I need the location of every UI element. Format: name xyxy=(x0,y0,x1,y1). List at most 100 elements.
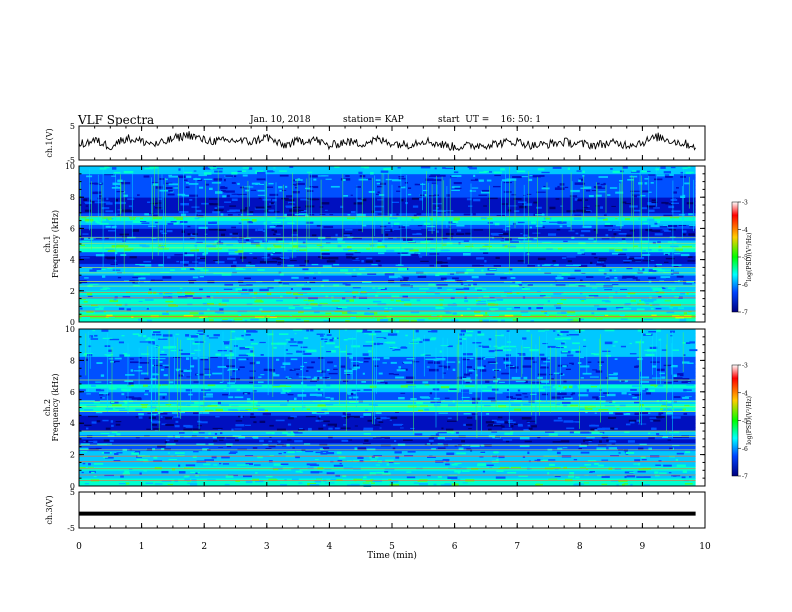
spectrogram-speckle xyxy=(274,279,281,282)
spectrogram-speckle xyxy=(238,222,242,224)
spectrogram-speckle xyxy=(632,396,638,399)
spectrogram-speckle xyxy=(533,201,538,204)
spectrogram-speckle xyxy=(99,392,109,395)
spectrogram-speckle xyxy=(166,439,170,442)
spectrogram-band xyxy=(79,474,696,479)
spectrogram-speckle xyxy=(138,397,141,399)
spectrogram-speckle xyxy=(603,214,607,216)
spectrogram-speckle xyxy=(562,341,566,343)
spectrogram-speckle xyxy=(210,356,218,358)
spectrogram-speckle xyxy=(248,167,253,170)
spectrogram-speckle xyxy=(374,205,384,208)
spectrogram-speckle xyxy=(351,345,360,348)
spectrogram-speckle xyxy=(408,251,415,254)
spectrogram-speckle xyxy=(671,264,682,266)
spectrogram-speckle xyxy=(523,203,533,206)
spectrogram-speckle xyxy=(217,311,224,314)
spectrogram-speckle xyxy=(620,288,628,290)
spectrogram-speckle xyxy=(631,260,642,262)
date-label: Jan. 10, 2018 xyxy=(250,115,311,125)
spectrogram-speckle xyxy=(317,471,323,473)
spectrogram-speckle xyxy=(496,420,500,422)
spectrogram-speckle xyxy=(546,314,549,316)
spectrogram-speckle xyxy=(253,421,257,424)
spectrogram-speckle xyxy=(145,338,155,341)
spectrogram-speckle xyxy=(601,238,610,240)
spectrogram-speckle xyxy=(237,288,248,291)
spectrogram-speckle xyxy=(290,288,293,290)
spectrogram-speckle xyxy=(448,467,457,469)
spectrogram-speckle xyxy=(506,178,517,181)
spectrogram-speckle xyxy=(282,362,291,365)
spectrogram-speckle xyxy=(595,194,602,197)
spectrogram-speckle xyxy=(279,256,290,258)
spectrogram-speckle xyxy=(604,224,613,227)
spectrogram-speckle xyxy=(347,312,357,314)
spectrogram-speckle xyxy=(486,413,490,415)
spectrogram-speckle xyxy=(552,441,561,443)
spectrogram-speckle xyxy=(628,393,632,396)
spectrogram-speckle xyxy=(655,307,662,310)
spectrogram-speckle xyxy=(637,462,641,466)
spectrogram-speckle xyxy=(284,214,287,217)
spectrogram-speckle xyxy=(621,380,625,382)
spectrogram-speckle xyxy=(377,185,383,188)
spectrogram-speckle xyxy=(296,318,301,320)
spectrogram-speckle xyxy=(686,292,689,295)
spectrogram-speckle xyxy=(683,233,686,236)
spectrogram-speckle xyxy=(108,230,116,232)
spectrogram-speckle xyxy=(517,352,526,355)
spectrogram-speckle xyxy=(80,307,83,310)
spectrogram-speckle xyxy=(204,374,212,376)
spectrogram-speckle xyxy=(306,190,314,192)
spectrogram-speckle xyxy=(208,443,214,446)
spectrogram-speckle xyxy=(431,448,436,450)
spectrogram-speckle xyxy=(166,310,169,313)
spectrogram-speckle xyxy=(493,376,496,378)
y-tick-label: 2 xyxy=(70,287,75,296)
spectrogram-speckle xyxy=(539,295,546,297)
spectrogram-speckle xyxy=(546,248,553,250)
spectrogram-speckle xyxy=(435,306,443,310)
spectrogram-speckle xyxy=(491,419,497,422)
spectrogram-speckle xyxy=(369,385,377,388)
spectrogram-speckle xyxy=(235,420,243,422)
spectrogram-speckle xyxy=(433,403,441,407)
spectrogram-speckle xyxy=(218,446,224,448)
spectrogram-speckle xyxy=(579,466,587,468)
spectrogram-speckle xyxy=(475,358,484,360)
spectrogram-speckle xyxy=(184,475,190,478)
spectrogram-speckle xyxy=(650,201,658,203)
spectrogram-speckle xyxy=(165,424,174,426)
spectrogram-speckle xyxy=(488,424,494,427)
spectrogram-speckle xyxy=(140,372,149,375)
spectrogram-speckle xyxy=(555,277,564,280)
spectrogram-speckle xyxy=(166,230,173,233)
spectrogram-speckle xyxy=(635,261,641,263)
spectrogram-speckle xyxy=(383,356,390,360)
spectrogram-speckle xyxy=(170,220,177,223)
station-label: station= KAP xyxy=(343,115,404,125)
spectrogram-speckle xyxy=(490,232,498,236)
spectrogram-speckle xyxy=(345,175,350,177)
spectrogram-speckle xyxy=(430,218,433,221)
spectrogram-speckle xyxy=(326,260,336,263)
spectrogram-speckle xyxy=(310,303,318,306)
spectrogram-band xyxy=(79,364,696,369)
spectrogram-speckle xyxy=(103,439,109,442)
spectrogram-speckle xyxy=(209,167,217,169)
spectrogram-speckle xyxy=(228,396,234,399)
spectrogram-speckle xyxy=(327,361,333,364)
spectrogram-speckle xyxy=(528,427,533,430)
spectrogram-speckle xyxy=(105,427,111,430)
spectrogram-speckle xyxy=(146,307,149,310)
spectrogram-speckle xyxy=(479,319,489,322)
spectrogram-speckle xyxy=(374,330,382,333)
spectrogram-speckle xyxy=(272,386,281,388)
spectrogram-speckle xyxy=(541,357,547,361)
spectrogram-speckle xyxy=(466,357,474,360)
spectrogram-speckle xyxy=(412,233,422,236)
spectrogram-speckle xyxy=(260,374,265,376)
spectrogram-speckle xyxy=(482,389,492,392)
spectrogram-speckle xyxy=(644,388,649,391)
